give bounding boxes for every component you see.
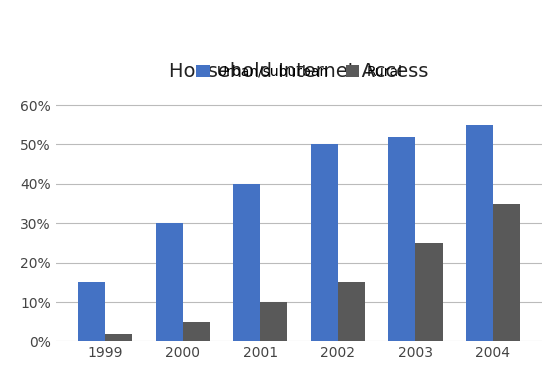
Bar	[183, 322, 210, 341]
Bar	[338, 282, 365, 341]
Bar	[105, 334, 132, 341]
Bar	[415, 243, 443, 341]
Bar	[493, 204, 520, 341]
Bar	[466, 125, 493, 341]
Legend: Urban/suburban, Rural: Urban/suburban, Rural	[190, 59, 408, 84]
Bar	[155, 223, 183, 341]
Bar	[78, 282, 105, 341]
Bar	[260, 302, 287, 341]
Bar	[311, 144, 338, 341]
Bar	[233, 184, 260, 341]
Bar	[389, 137, 415, 341]
Title: Household Internet Access: Household Internet Access	[169, 62, 429, 81]
